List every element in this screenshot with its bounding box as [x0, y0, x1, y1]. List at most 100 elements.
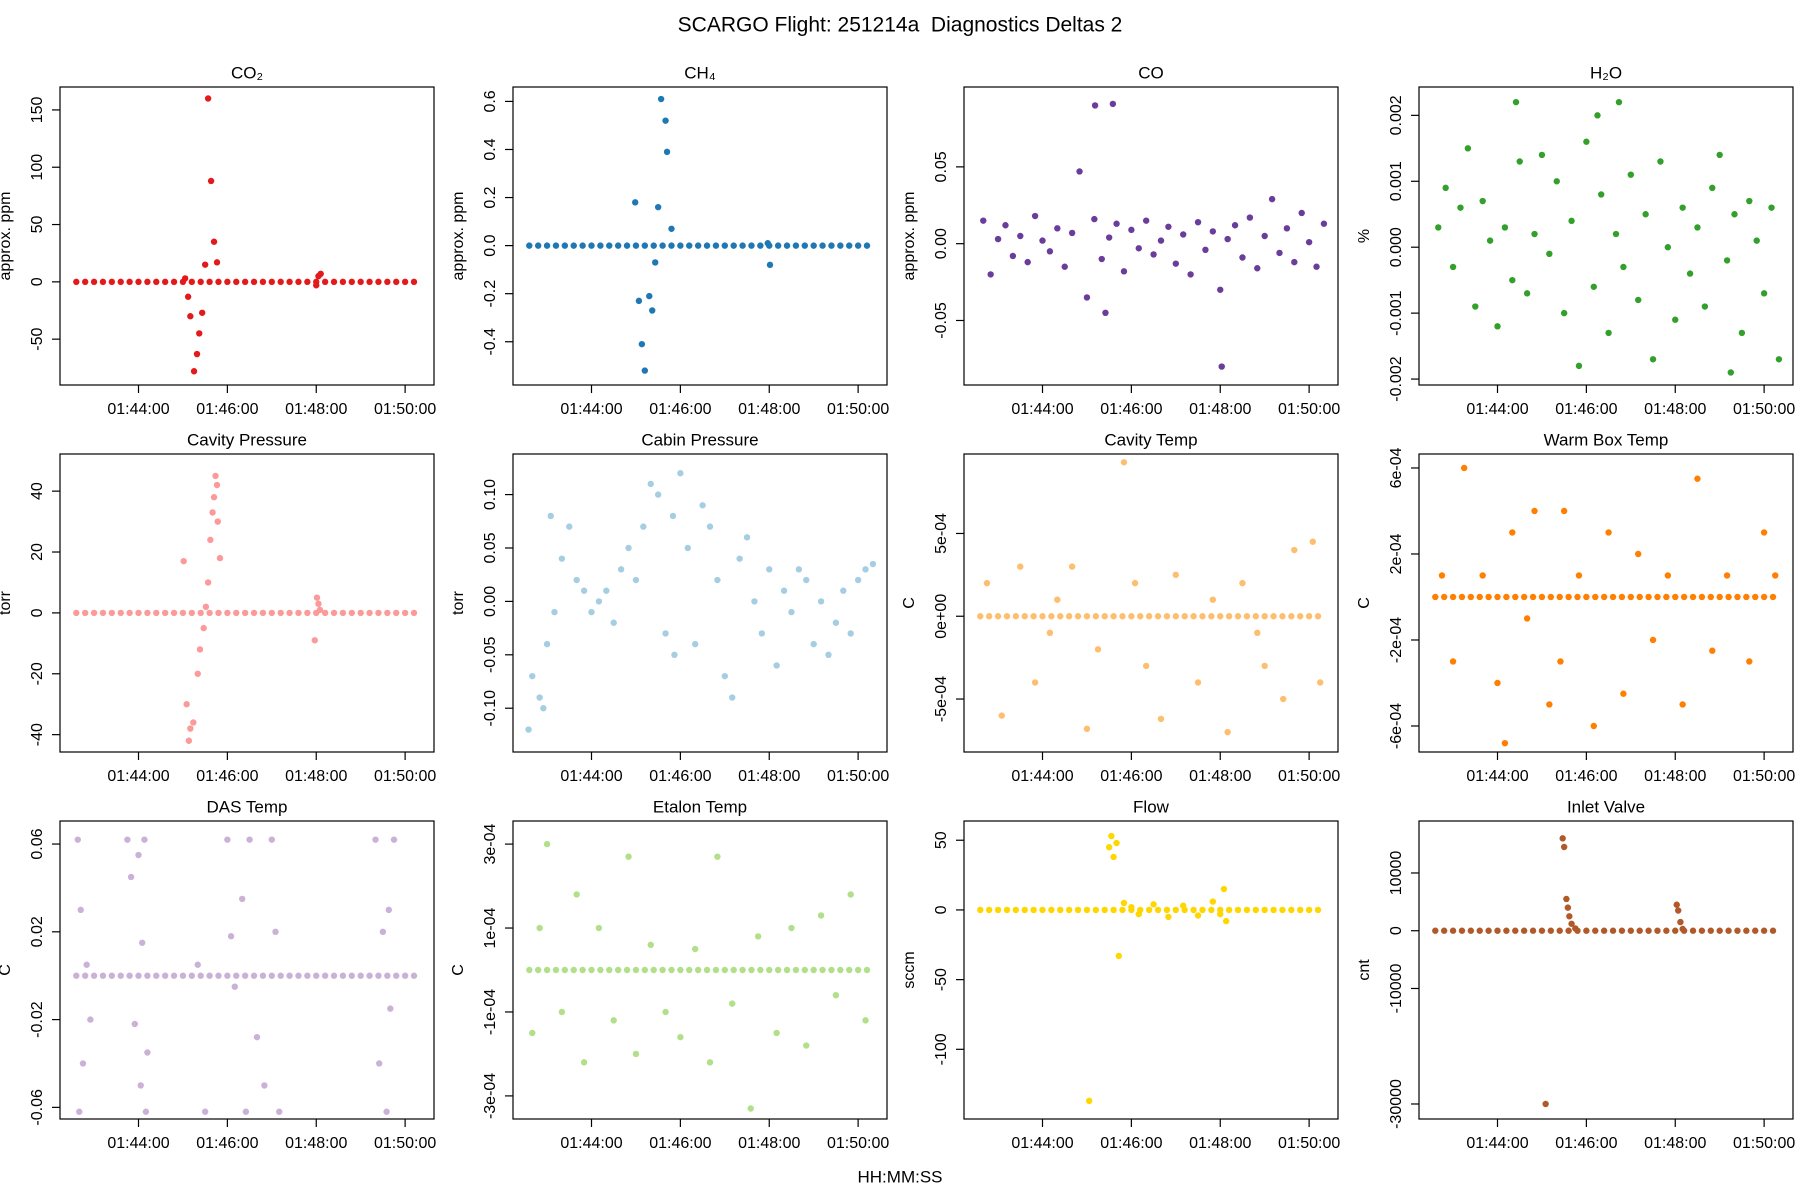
data-point	[1546, 701, 1553, 708]
data-point	[366, 972, 373, 979]
data-point	[384, 972, 391, 979]
data-point	[671, 651, 678, 659]
data-point	[1565, 593, 1572, 601]
data-point	[170, 972, 178, 979]
x-tick-label: 01:44:00	[560, 768, 622, 785]
data-point	[202, 603, 210, 611]
data-point	[1098, 255, 1105, 263]
data-point	[837, 242, 844, 249]
data-point	[699, 502, 706, 509]
data-point	[632, 242, 640, 249]
x-tick-label: 01:44:00	[560, 401, 622, 418]
panel-title: Cavity Pressure	[187, 430, 307, 449]
x-tick-label: 01:44:00	[560, 1135, 622, 1152]
data-point	[691, 945, 699, 953]
data-point	[1115, 952, 1122, 960]
y-tick-label: 5e-04	[933, 513, 950, 554]
data-point	[1017, 563, 1024, 570]
data-point	[641, 242, 649, 249]
data-point	[126, 278, 133, 286]
data-point	[1775, 356, 1783, 363]
data-point	[1772, 572, 1779, 579]
data-point	[1546, 250, 1553, 258]
data-point	[1291, 258, 1298, 266]
data-point	[1194, 218, 1202, 226]
data-point	[647, 941, 654, 949]
data-point	[1180, 902, 1187, 909]
data-point	[1449, 263, 1457, 271]
data-point	[1172, 260, 1180, 267]
data-point	[1627, 171, 1635, 178]
data-point	[1731, 211, 1738, 218]
data-point	[985, 613, 993, 620]
x-tick-label: 01:46:00	[649, 768, 711, 785]
data-point	[1288, 906, 1295, 914]
y-tick-label: -50	[933, 968, 950, 991]
panel-title: Cabin Pressure	[641, 430, 758, 449]
data-point	[90, 972, 98, 979]
data-point	[1609, 593, 1617, 601]
data-point	[1432, 927, 1439, 934]
panel-title: Cavity Temp	[1104, 430, 1197, 449]
plot-frame	[512, 453, 888, 753]
data-point	[1600, 927, 1608, 934]
data-point	[131, 1020, 138, 1028]
data-point	[1645, 593, 1652, 601]
data-point	[321, 278, 329, 286]
data-point	[1727, 369, 1734, 376]
data-point	[1054, 596, 1061, 603]
data-point	[197, 972, 204, 979]
data-point	[552, 242, 560, 249]
data-point	[610, 1017, 617, 1024]
panel: Cavity Temp C -5e-04 0e+00 5e-04 01:44:00 01:4…	[901, 430, 1340, 785]
x-tick-label: 01:48:00	[1189, 401, 1251, 418]
panel-title: Etalon Temp	[653, 797, 747, 816]
data-point	[792, 242, 800, 249]
panel-title: H₂O	[1590, 63, 1622, 82]
data-point	[1760, 529, 1768, 536]
data-point	[1083, 906, 1091, 914]
data-point	[1208, 906, 1215, 914]
data-point	[1520, 927, 1528, 934]
data-point	[691, 640, 699, 648]
data-point	[1618, 593, 1626, 601]
data-point	[1679, 925, 1686, 933]
data-point	[1529, 927, 1537, 934]
y-axis-label: approx. ppm	[0, 192, 14, 281]
data-point	[792, 966, 800, 974]
y-tick-label: -5e-04	[933, 676, 950, 722]
y-tick-label: -0.001	[1388, 290, 1405, 335]
data-point	[1547, 927, 1555, 934]
data-point	[588, 242, 595, 249]
panel: Flow sccm -100 -50 0 50 01:44:00 01:46:00 01:48:…	[901, 797, 1340, 1152]
data-point	[543, 640, 551, 648]
data-point	[1709, 184, 1716, 192]
data-point	[1494, 927, 1501, 934]
data-point	[253, 1033, 261, 1041]
data-point	[90, 609, 98, 617]
data-point	[1542, 1100, 1549, 1108]
data-point	[985, 906, 993, 914]
data-point	[241, 972, 249, 979]
data-point	[250, 609, 258, 617]
data-point	[1279, 613, 1286, 620]
data-point	[250, 278, 258, 286]
plot-frame	[59, 820, 435, 1120]
data-point	[357, 278, 364, 286]
data-point	[90, 278, 98, 286]
data-point	[311, 637, 318, 644]
data-point	[1113, 839, 1120, 847]
data-point	[757, 966, 764, 974]
data-point	[1627, 593, 1635, 601]
data-point	[1743, 593, 1750, 601]
data-point	[1024, 258, 1031, 266]
data-point	[379, 928, 387, 936]
data-point	[201, 1108, 209, 1115]
data-point	[231, 983, 238, 990]
data-point	[1061, 263, 1068, 270]
data-point	[638, 340, 646, 348]
data-point	[1547, 593, 1555, 601]
data-point	[1503, 927, 1510, 934]
data-point	[603, 587, 610, 594]
